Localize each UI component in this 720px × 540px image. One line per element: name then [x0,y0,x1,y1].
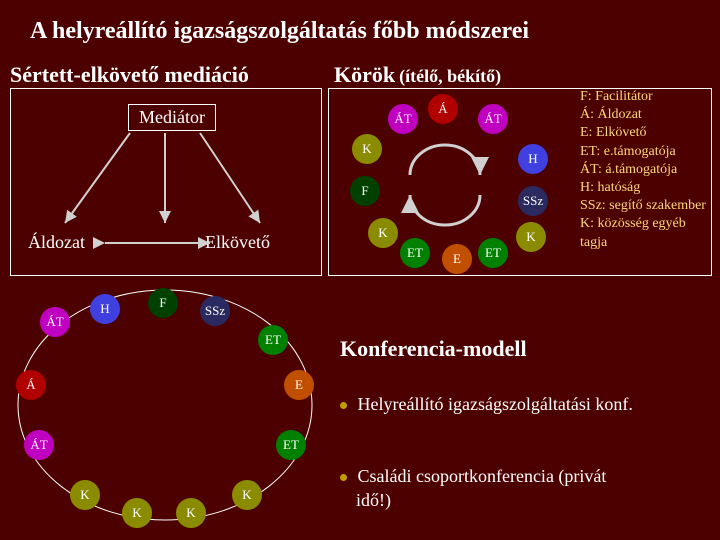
conf-title: Konferencia-modell [340,336,527,362]
oval-AT-1: ÁT [40,307,70,337]
bullet-1: Helyreállító igazságszolgáltatási konf. [340,394,633,415]
bullet-dot-icon [340,474,347,481]
circle-ET-2: ET [478,238,508,268]
oval-ET-2: ET [276,430,306,460]
oval-SSz: SSz [200,296,230,326]
circle-SSz-right: SSz [518,186,548,216]
legend-F: F: Facilitátor [580,88,715,106]
oval-AT-2: ÁT [24,430,54,460]
legend-K: K: közösség egyéb tagja [580,215,715,251]
oval-F: F [148,288,178,318]
oval-ET-1: ET [258,325,288,355]
subtitle-mediation: Sértett-elkövető mediáció [10,62,249,88]
circle-K-1: K [352,134,382,164]
circle-E-right: E [442,244,472,274]
bullet-2-text-a: Családi csoportkonferencia (privát [358,466,607,486]
subtitle-circles-paren: (ítélő, békítő) [399,66,501,86]
circle-AT-1: ÁT [388,104,418,134]
subtitle-circles: Körök [334,62,395,87]
legend-E: E: Elkövető [580,124,715,142]
legend-AT: ÁT: á.támogatója [580,161,715,179]
oval-K-2: K [122,498,152,528]
circle-ET-1: ET [400,238,430,268]
oval-A: Á [16,370,46,400]
bullet-2b: idő!) [356,490,391,511]
legend-H: H: hatóság [580,179,715,197]
bullet-2-text-b: idő!) [356,490,391,510]
oval-K-3: K [176,498,206,528]
legend-A: Á: Áldozat [580,106,715,124]
circle-rotate-arrows [390,140,500,240]
oval-K-4: K [232,480,262,510]
legend-SSz: SSz: segítő szakember [580,197,715,215]
circle-AT-2: ÁT [478,104,508,134]
mediation-arrows [10,88,322,276]
legend-ET: ET: e.támogatója [580,143,715,161]
bullet-1-text: Helyreállító igazságszolgáltatási konf. [358,394,633,414]
circle-F-right: F [350,176,380,206]
circle-H: H [518,144,548,174]
bullet-2: Családi csoportkonferencia (privát [340,466,606,487]
circle-A-1: Á [428,94,458,124]
oval-H: H [90,294,120,324]
circle-K-3: K [516,222,546,252]
page-title: A helyreállító igazságszolgáltatás főbb … [30,18,529,45]
oval-E: E [284,370,314,400]
oval-K-1: K [70,480,100,510]
legend: F: Facilitátor Á: Áldozat E: Elkövető ET… [580,88,715,252]
bullet-dot-icon [340,402,347,409]
